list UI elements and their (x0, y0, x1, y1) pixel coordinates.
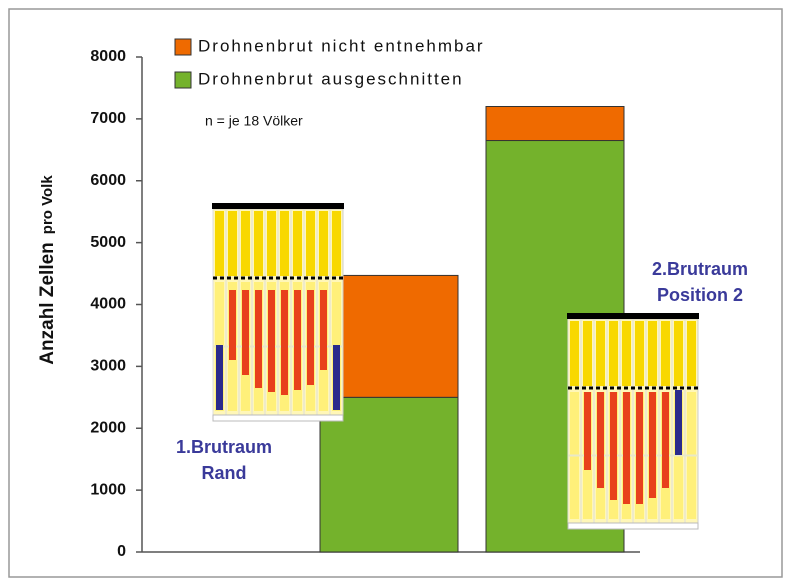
hive-brood-blue (216, 345, 223, 410)
hive-drone-brood (649, 392, 656, 498)
annotation: n = je 18 Völker (205, 113, 303, 129)
hive-drone-brood (242, 290, 249, 375)
hive-comb-upper (215, 211, 224, 276)
hive-comb-upper (241, 211, 250, 276)
hive-comb-upper (319, 211, 328, 276)
annotation: 1.Brutraum (176, 437, 272, 457)
hive-comb-upper (583, 321, 592, 386)
annotation: 2.Brutraum (652, 259, 748, 279)
hive-drone-brood (662, 392, 669, 488)
hive-comb-upper (661, 321, 670, 386)
annotation: Rand (202, 463, 247, 483)
hive-drone-brood (229, 290, 236, 360)
legend-label: Drohnenbrut nicht entnehmbar (198, 36, 485, 55)
hive-drone-brood (623, 392, 630, 504)
hive-top-bar (567, 313, 699, 319)
hive-comb-upper (570, 321, 579, 386)
y-axis-label-main: Anzahl Zellen (37, 242, 58, 364)
y-tick-label: 0 (117, 543, 126, 560)
hive-comb-upper (622, 321, 631, 386)
hive-drone-brood (255, 290, 262, 388)
y-tick-label: 3000 (90, 358, 126, 375)
hive-top-bar (212, 203, 344, 209)
hive-drone-brood (307, 290, 314, 385)
hive-comb-upper (267, 211, 276, 276)
hive-drone-brood (610, 392, 617, 500)
hive-brood-blue (675, 390, 682, 455)
hive-drone-brood (320, 290, 327, 370)
annotation: Position 2 (657, 285, 743, 305)
legend-label: Drohnenbrut ausgeschnitten (198, 69, 464, 88)
hive-drone-brood (294, 290, 301, 390)
bar-segment (486, 107, 624, 141)
y-tick-label: 4000 (90, 296, 126, 313)
y-tick-label: 1000 (90, 481, 126, 498)
hive-drone-brood (597, 392, 604, 488)
y-axis-label: Anzahl Zellen pro Volk (37, 175, 58, 365)
y-tick-label: 6000 (90, 172, 126, 189)
hive-comb-upper (306, 211, 315, 276)
legend-swatch (175, 72, 191, 88)
hive-drone-brood (636, 392, 643, 504)
hive-comb-upper (228, 211, 237, 276)
hive-tray (213, 415, 343, 421)
y-tick-label: 8000 (90, 48, 126, 65)
y-tick-label: 7000 (90, 110, 126, 127)
y-tick-label: 2000 (90, 419, 126, 436)
y-axis-label-suffix: pro Volk (39, 175, 56, 235)
hive-comb-upper (254, 211, 263, 276)
hive-comb-upper (635, 321, 644, 386)
hive-drone-brood (281, 290, 288, 395)
hive-comb-upper (332, 211, 341, 276)
hive-comb-upper (609, 321, 618, 386)
hive-comb-upper (687, 321, 696, 386)
hive-illustration (567, 313, 699, 529)
hive-drone-brood (268, 290, 275, 392)
hive-illustration (212, 203, 344, 421)
hive-comb-upper (280, 211, 289, 276)
hive-drone-brood (584, 392, 591, 470)
y-tick-label: 5000 (90, 234, 126, 251)
hive-tray (568, 523, 698, 529)
hive-brood-blue (333, 345, 340, 410)
chart: Anzahl Zellen pro Volk 0 1000 2000 3000 4000 5… (0, 0, 792, 586)
hive-comb-upper (648, 321, 657, 386)
hive-comb-upper (596, 321, 605, 386)
hive-comb-upper (293, 211, 302, 276)
legend-swatch (175, 39, 191, 55)
hive-comb-upper (674, 321, 683, 386)
